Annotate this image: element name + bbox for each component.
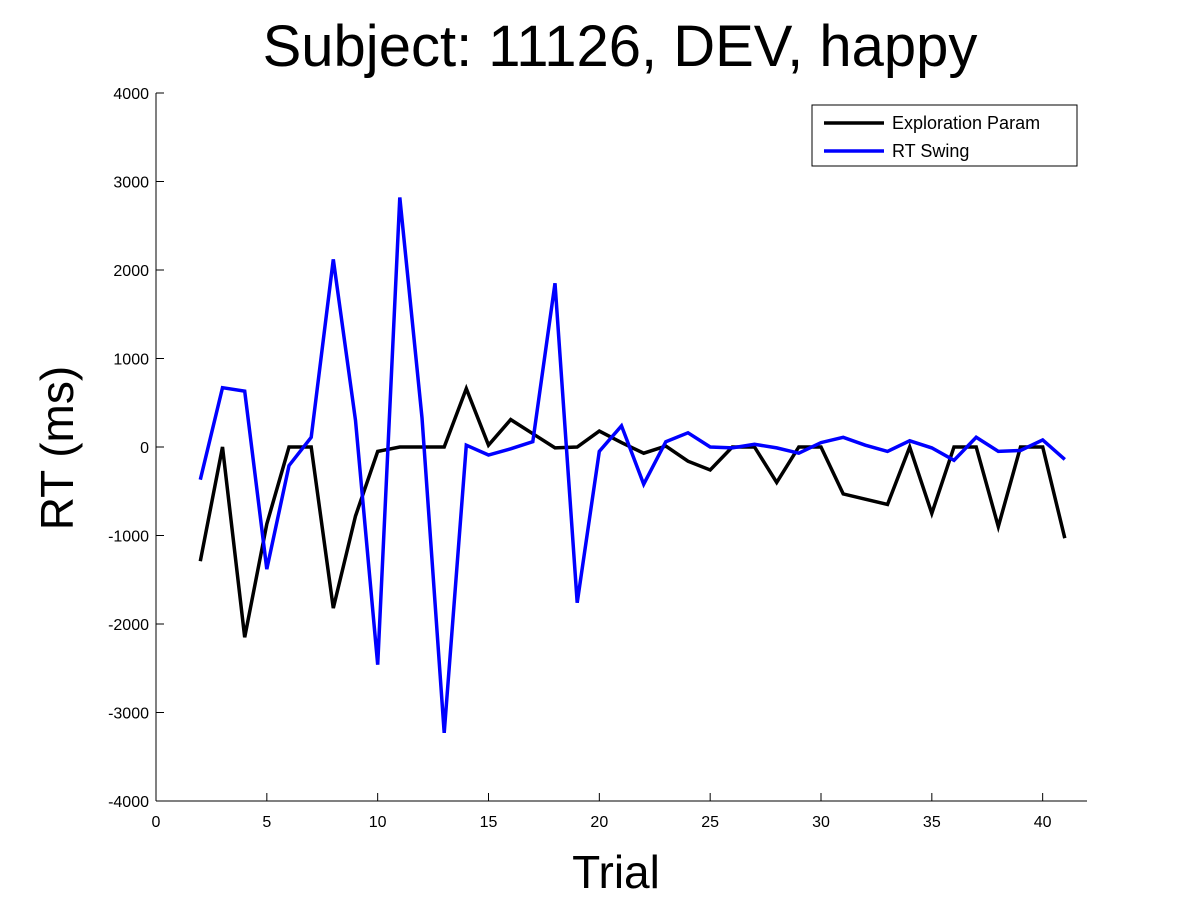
y-tick-label: 0 <box>140 440 149 457</box>
x-tick-label: 30 <box>812 814 830 831</box>
legend: Exploration Param RT Swing <box>811 104 1078 167</box>
y-tick-label: -2000 <box>108 617 149 634</box>
y-tick-label: 2000 <box>113 263 149 280</box>
series-line-exploration-param <box>198 383 1067 638</box>
x-tick-label: 0 <box>152 814 161 831</box>
y-tick-label: 4000 <box>113 86 149 103</box>
y-tick-label: 3000 <box>113 175 149 192</box>
y-tick-label: -1000 <box>108 529 149 546</box>
x-axis-label: Trial <box>572 846 660 898</box>
x-tick-label: 25 <box>701 814 719 831</box>
y-tick-label: -3000 <box>108 706 149 723</box>
x-tick-label: 35 <box>923 814 941 831</box>
chart-title: Subject: 11126, DEV, happy <box>263 14 978 79</box>
x-tick-label: 5 <box>262 814 271 831</box>
x-tick-label: 40 <box>1034 814 1052 831</box>
y-tick-label: 1000 <box>113 352 149 369</box>
x-tick-label: 10 <box>369 814 387 831</box>
y-axis-label: RT (ms) <box>31 366 83 530</box>
series-layer <box>198 197 1067 734</box>
x-axis: 0 5 10 15 20 25 30 35 40 <box>152 793 1087 831</box>
legend-label-rt-swing: RT Swing <box>892 141 969 161</box>
y-axis: -4000 -3000 -2000 -1000 0 1000 2000 3000 4000 <box>108 86 164 811</box>
x-tick-label: 15 <box>480 814 498 831</box>
y-tick-label: -4000 <box>108 794 149 811</box>
x-tick-label: 20 <box>590 814 608 831</box>
series-line-rt-swing <box>198 197 1066 734</box>
legend-box <box>811 104 1078 167</box>
legend-label-exploration-param: Exploration Param <box>892 113 1040 133</box>
